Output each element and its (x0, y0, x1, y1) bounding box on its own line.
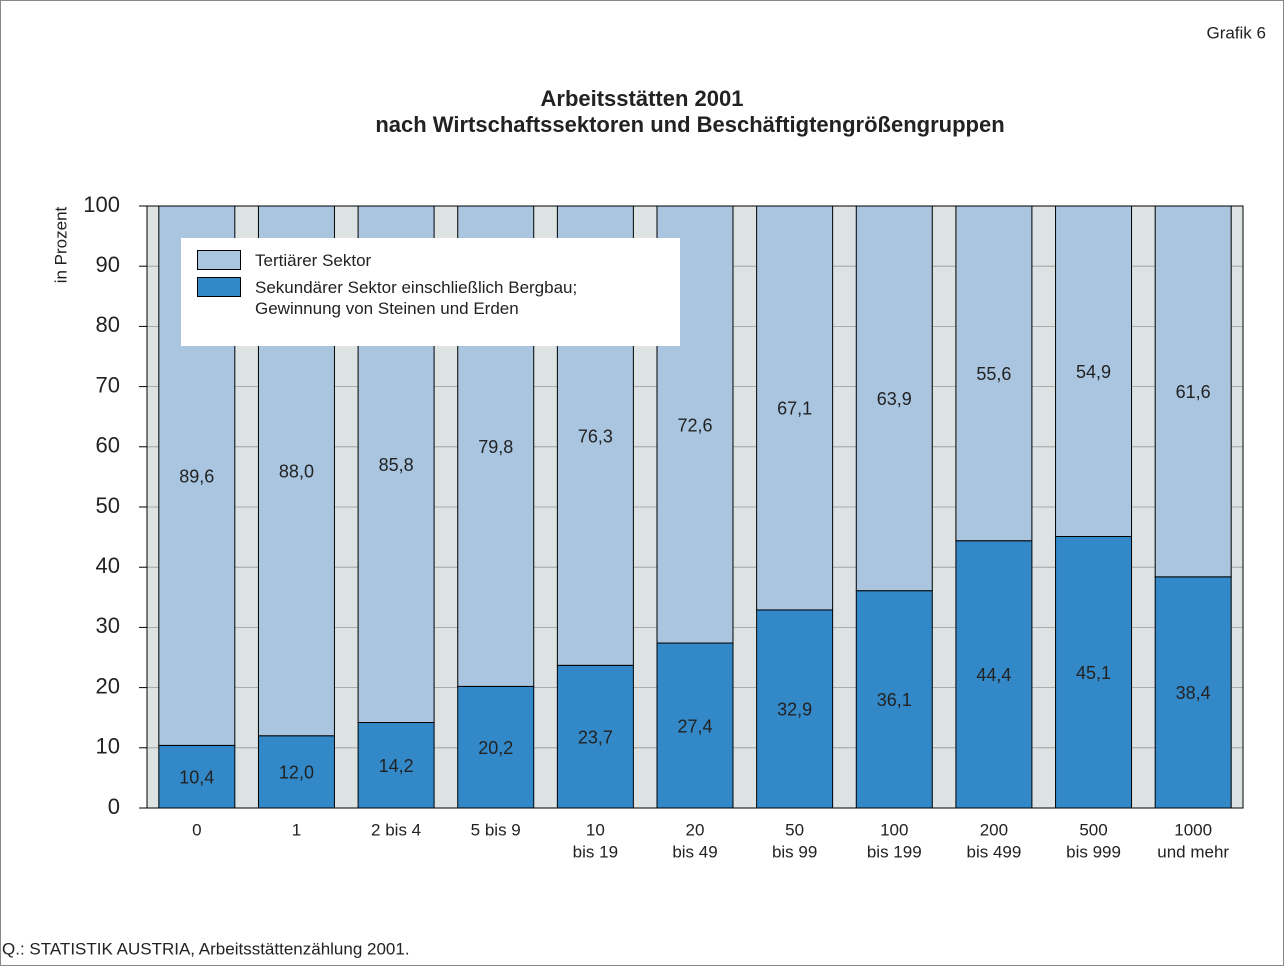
value-label: 89,6 (179, 466, 214, 486)
source-note: Q.: STATISTIK AUSTRIA, Arbeitsstättenzäh… (2, 939, 410, 958)
x-tick-label: 5 bis 9 (471, 820, 521, 839)
x-tick-label: 100 (880, 820, 908, 839)
bar-segment (855, 205, 933, 592)
legend-item: Tertiärer Sektor (197, 250, 664, 271)
x-tick-label: 0 (192, 820, 201, 839)
y-tick-label: 30 (96, 613, 120, 638)
graphic-label: Grafik 6 (1206, 23, 1266, 42)
value-label: 27,4 (677, 716, 712, 736)
chart-title: Arbeitsstätten 2001 (541, 86, 744, 111)
value-label: 20,2 (478, 738, 513, 758)
value-label: 63,9 (877, 389, 912, 409)
value-label: 10,4 (179, 767, 214, 787)
value-label: 32,9 (777, 700, 812, 720)
value-label: 38,4 (1176, 683, 1211, 703)
value-label: 54,9 (1076, 362, 1111, 382)
x-tick-label: und mehr (1157, 842, 1229, 861)
x-tick-label: 50 (785, 820, 804, 839)
y-tick-label: 90 (96, 252, 120, 277)
y-tick-label: 40 (96, 553, 120, 578)
y-tick-label: 70 (96, 372, 120, 397)
bar-segment (1154, 205, 1232, 578)
bar-segment (855, 590, 933, 809)
x-tick-label: 200 (980, 820, 1008, 839)
legend-swatch (197, 250, 241, 270)
x-tick-label: 10 (586, 820, 605, 839)
y-tick-label: 60 (96, 433, 120, 458)
value-label: 67,1 (777, 399, 812, 419)
legend-item: Sekundärer Sektor einschließlich Bergbau… (197, 277, 664, 319)
x-tick-label: 1000 (1174, 820, 1212, 839)
bar-segment (756, 205, 834, 611)
chart-subtitle: nach Wirtschaftssektoren und Beschäftigt… (375, 112, 1004, 137)
x-tick-label: bis 49 (672, 842, 717, 861)
value-label: 36,1 (877, 690, 912, 710)
bar-segment (955, 540, 1033, 809)
x-tick-label: bis 999 (1066, 842, 1121, 861)
bar-segment (656, 642, 734, 809)
y-tick-label: 0 (108, 794, 120, 819)
x-tick-label: bis 19 (573, 842, 618, 861)
plot-border (146, 205, 1244, 809)
legend-label: Tertiärer Sektor (255, 251, 372, 270)
x-tick-label: bis 99 (772, 842, 817, 861)
value-label: 55,6 (976, 364, 1011, 384)
value-label: 85,8 (379, 455, 414, 475)
value-label: 12,0 (279, 763, 314, 783)
value-label: 79,8 (478, 437, 513, 457)
value-label: 44,4 (976, 665, 1011, 685)
value-label: 61,6 (1176, 382, 1211, 402)
x-tick-label: 20 (686, 820, 705, 839)
y-tick-label: 20 (96, 673, 120, 698)
y-tick-label: 80 (96, 312, 120, 337)
x-tick-label: 2 bis 4 (371, 820, 421, 839)
value-label: 76,3 (578, 426, 613, 446)
value-label: 72,6 (677, 415, 712, 435)
value-label: 45,1 (1076, 663, 1111, 683)
x-tick-label: 500 (1079, 820, 1107, 839)
legend-swatch (197, 277, 241, 297)
legend: Tertiärer Sektor Sekundärer Sektor einsch… (181, 238, 680, 346)
x-tick-label: bis 199 (867, 842, 922, 861)
value-label: 23,7 (578, 727, 613, 747)
y-tick-label: 100 (83, 192, 120, 217)
legend-label: Sekundärer Sektor einschließlich Bergbau… (255, 278, 578, 318)
bar-segment (357, 722, 435, 809)
bar-segment (1154, 576, 1232, 809)
bar-segment (1055, 535, 1133, 809)
value-label: 14,2 (379, 756, 414, 776)
y-tick-label: 10 (96, 734, 120, 759)
bar-segment (1055, 205, 1133, 537)
bar-segment (556, 664, 634, 809)
value-label: 88,0 (279, 462, 314, 482)
y-axis-label: in Prozent (51, 206, 70, 283)
bar-segment (955, 205, 1033, 542)
x-tick-label: bis 499 (966, 842, 1021, 861)
x-tick-label: 1 (292, 820, 301, 839)
y-tick-label: 50 (96, 493, 120, 518)
bar-segment (756, 609, 834, 809)
